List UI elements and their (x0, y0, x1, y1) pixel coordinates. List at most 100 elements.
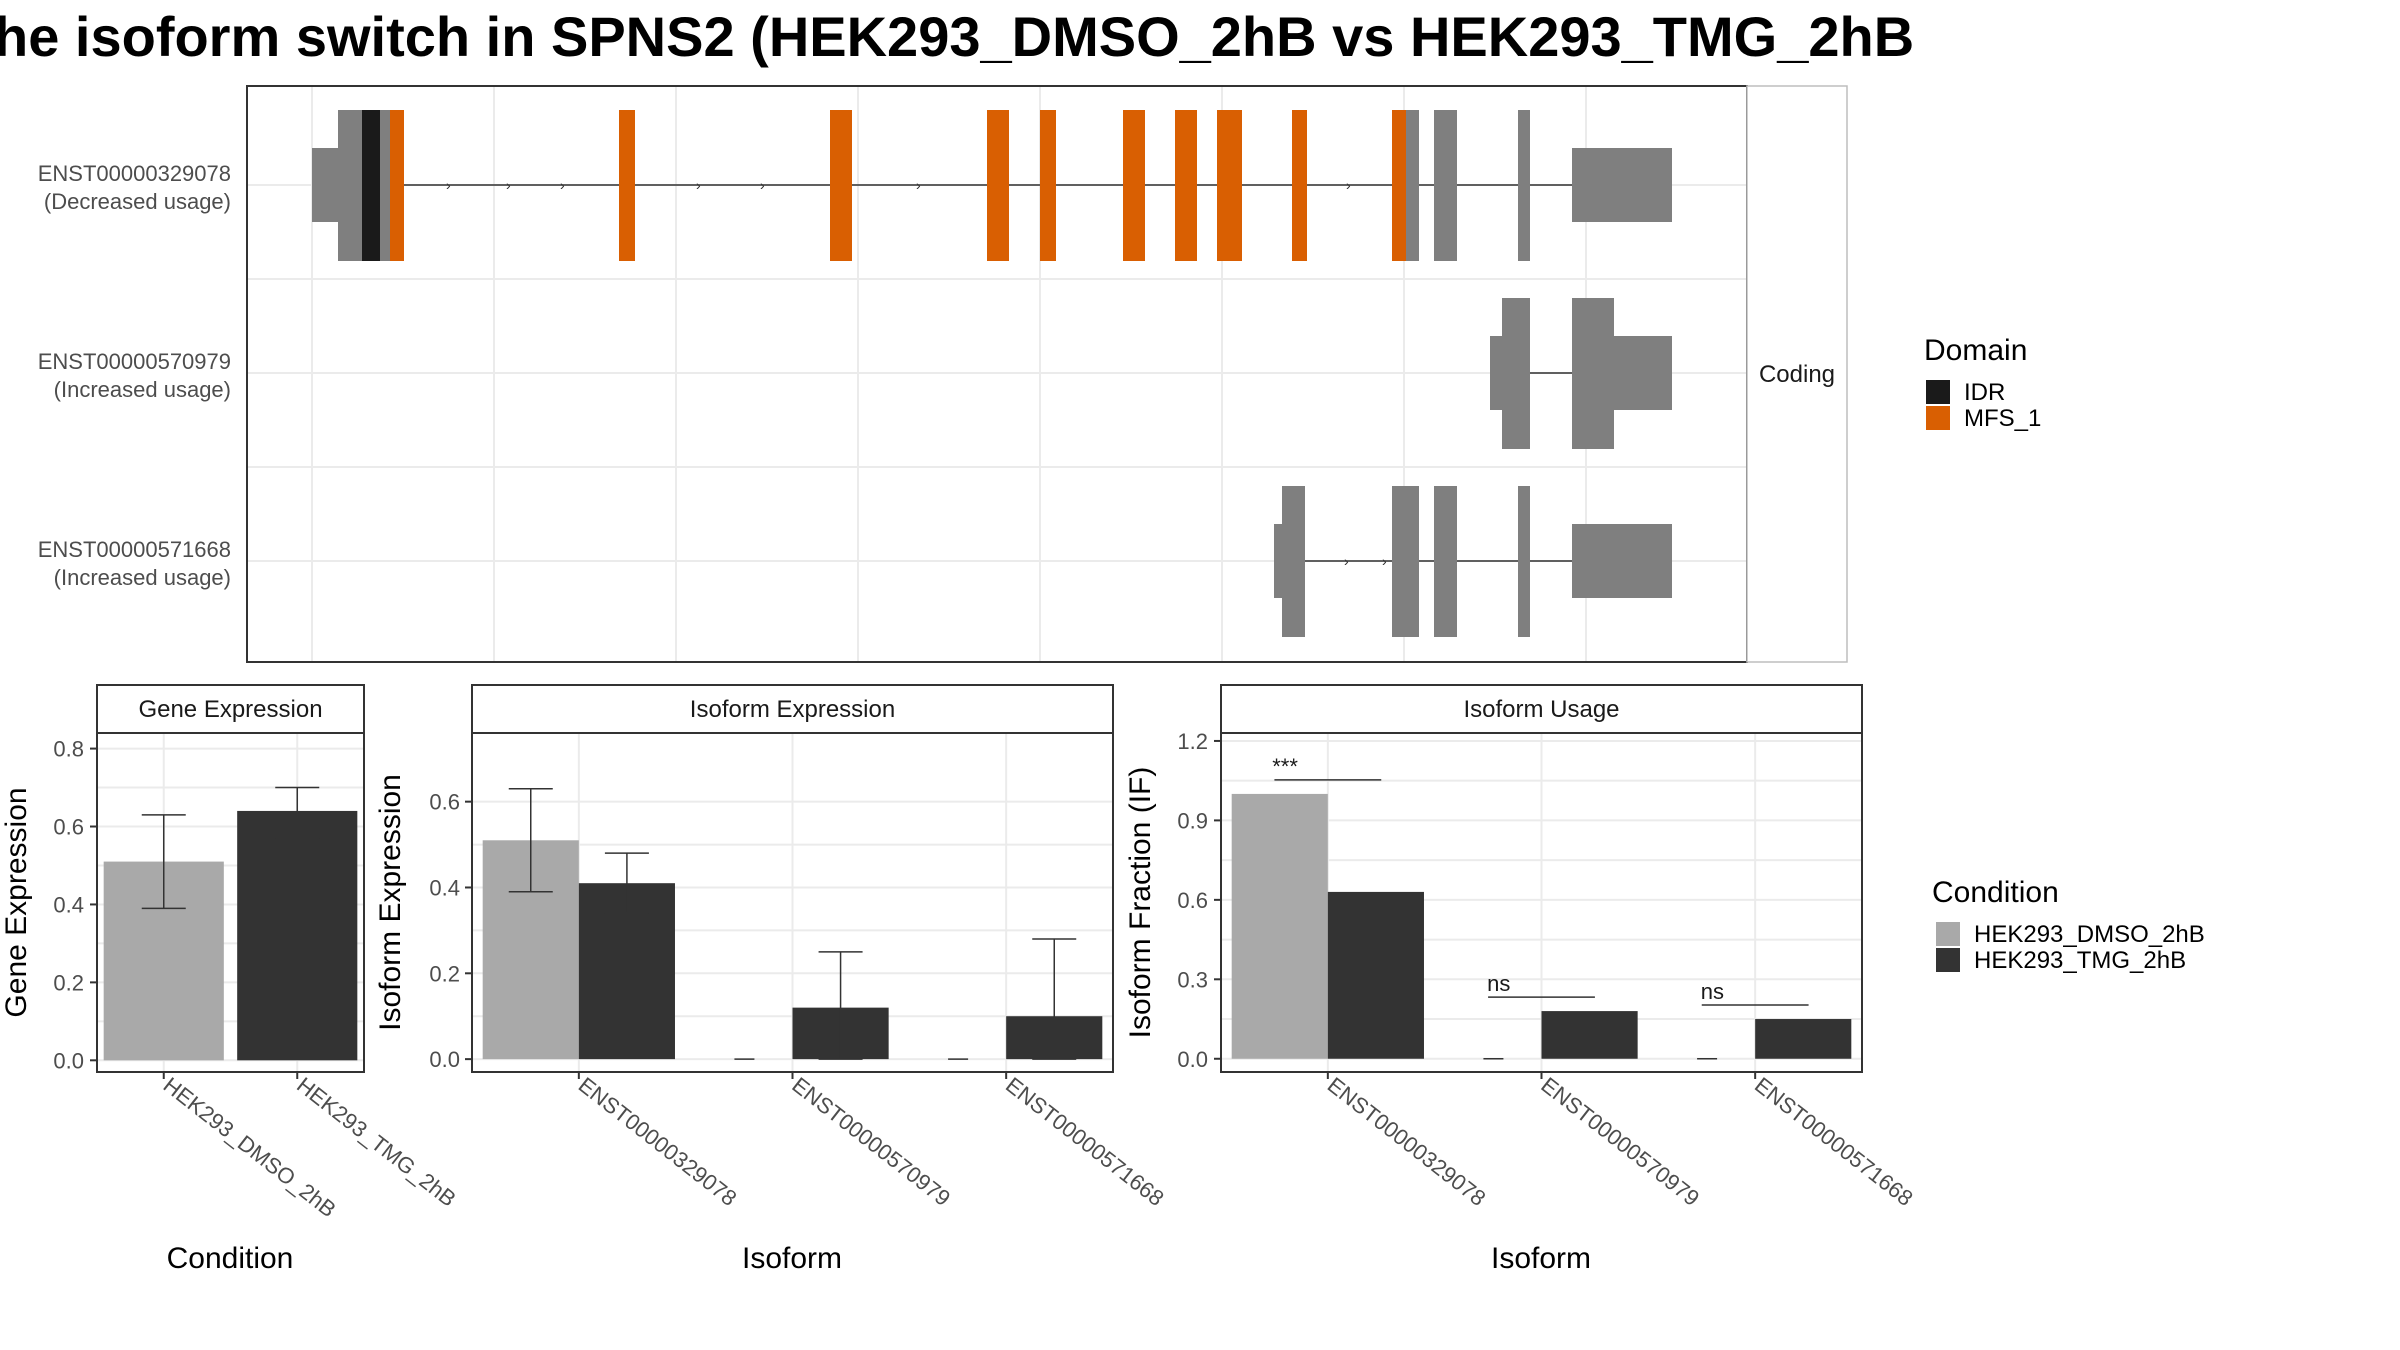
y-axis-title: Isoform Expression (374, 774, 407, 1031)
intron-arrow: › (446, 177, 451, 193)
coding-exon (1518, 486, 1530, 637)
x-axis-title: Condition (167, 1242, 294, 1275)
x-tick-label: ENST00000570979 (1536, 1072, 1704, 1211)
gene-structure-panel: › › › › › › › (38, 85, 1848, 663)
coding-exon (338, 110, 362, 261)
coding-exon (1282, 486, 1305, 637)
idr-legend-label: IDR (1964, 379, 2005, 406)
mfs-domain-exon (1040, 110, 1056, 261)
domain-legend-title: Domain (1924, 334, 2027, 367)
x-tick-label: ENST00000571668 (1750, 1072, 1918, 1211)
y-axis-title: Isoform Fraction (IF) (1124, 767, 1157, 1039)
mfs-domain-exon (1123, 110, 1145, 261)
isoform-usage-panel: *** ns ns Isoform Usage 0.0 0.3 0.6 0.9 1.2 ENST0… (1124, 684, 1918, 1275)
transcript-track-3: › › (1274, 486, 1672, 637)
coding-exon (1572, 298, 1614, 449)
tmg-legend-label: HEK293_TMG_2hB (1974, 947, 2186, 974)
x-axis-title: Isoform (742, 1242, 842, 1275)
significance-label: ns (1487, 971, 1510, 996)
coding-exon (380, 110, 390, 261)
coding-strip-label: Coding (1759, 361, 1835, 388)
facet-strip (471, 684, 1114, 734)
facet-strip-label: Gene Expression (138, 696, 322, 723)
y-tick-label: 0.6 (429, 790, 460, 815)
coding-exon (1434, 110, 1457, 261)
x-axis-title: Isoform (1491, 1242, 1591, 1275)
bar (1231, 793, 1328, 1059)
y-tick-label: 0.8 (53, 737, 84, 762)
significance-label: *** (1272, 754, 1298, 779)
mfs-domain-exon (1392, 110, 1406, 261)
x-tick-label: ENST00000571668 (1001, 1072, 1169, 1211)
utr-exon (312, 148, 338, 222)
facet-strip-label: Isoform Usage (1463, 696, 1619, 723)
utr-exon (1274, 524, 1282, 598)
dmso-legend-key (1936, 922, 1960, 946)
isoform-expression-panel: Isoform Expression 0.0 0.2 0.4 0.6 ENST000003… (374, 684, 1169, 1275)
mfs-domain-exon (1292, 110, 1307, 261)
facet-strip-label: Isoform Expression (690, 696, 895, 723)
coding-exon (1434, 486, 1457, 637)
coding-exon (1518, 110, 1530, 261)
mfs-domain-exon (390, 110, 404, 261)
coding-exon (1406, 110, 1419, 261)
coding-exon (1502, 298, 1530, 449)
x-tick-label: ENST00000329078 (1323, 1072, 1491, 1211)
significance-label: ns (1701, 979, 1724, 1004)
figure-title: he isoform switch in SPNS2 (HEK293_DMSO_… (0, 5, 1914, 68)
y-tick-label: 0.0 (1177, 1047, 1208, 1072)
utr-exon (1572, 524, 1672, 598)
intron-arrow: › (1346, 177, 1351, 193)
coding-strip (1746, 85, 1848, 663)
mfs-domain-exon (830, 110, 852, 261)
idr-legend-key (1926, 380, 1950, 404)
y-tick-label: 0.9 (1177, 808, 1208, 833)
y-tick-label: 0.4 (53, 892, 84, 917)
transcript-track-1: › › › › › › › (312, 110, 1672, 261)
bar (237, 810, 358, 1061)
condition-legend-title: Condition (1932, 876, 2059, 909)
mfs-domain-exon (619, 110, 635, 261)
tmg-legend-key (1936, 948, 1960, 972)
domain-legend: Domain IDR MFS_1 (1924, 334, 2041, 432)
y-tick-label: 0.6 (53, 815, 84, 840)
y-axis-title: Gene Expression (0, 787, 33, 1017)
transcript-usage-label: (Increased usage) (54, 565, 231, 590)
facet-strip (96, 684, 365, 734)
bar (1327, 891, 1424, 1059)
intron-arrow: › (560, 177, 565, 193)
x-tick-label: ENST00000570979 (787, 1072, 955, 1211)
transcript-usage-label: (Increased usage) (54, 377, 231, 402)
intron-arrow: › (760, 177, 765, 193)
transcript-id-label: ENST00000571668 (38, 537, 231, 562)
transcript-id-label: ENST00000570979 (38, 349, 231, 374)
utr-exon (1490, 336, 1502, 410)
dmso-legend-label: HEK293_DMSO_2hB (1974, 921, 2205, 948)
idr-domain-exon (362, 110, 380, 261)
mfs-domain-exon (1175, 110, 1197, 261)
intron-arrow: › (1344, 553, 1349, 569)
facet-strip (1220, 684, 1863, 734)
intron-arrow: › (916, 177, 921, 193)
coding-exon (1392, 486, 1419, 637)
intron-arrow: › (1382, 553, 1387, 569)
intron-arrow: › (506, 177, 511, 193)
mfs-legend-label: MFS_1 (1964, 405, 2041, 432)
transcript-usage-label: (Decreased usage) (44, 189, 231, 214)
x-tick-label: ENST00000329078 (574, 1072, 742, 1211)
transcript-id-label: ENST00000329078 (38, 161, 231, 186)
transcript-track-2 (1490, 298, 1672, 449)
y-tick-label: 0.2 (429, 961, 460, 986)
y-tick-label: 1.2 (1177, 729, 1208, 754)
bar (1541, 1011, 1638, 1059)
mfs-domain-exon (1217, 110, 1242, 261)
intron-arrow: › (696, 177, 701, 193)
y-tick-label: 0.6 (1177, 888, 1208, 913)
utr-exon (1572, 148, 1672, 222)
y-tick-label: 0.4 (429, 875, 460, 900)
bar (1755, 1019, 1852, 1059)
condition-legend: Condition HEK293_DMSO_2hB HEK293_TMG_2hB (1932, 876, 2205, 974)
mfs-domain-exon (987, 110, 1009, 261)
y-tick-label: 0.3 (1177, 967, 1208, 992)
